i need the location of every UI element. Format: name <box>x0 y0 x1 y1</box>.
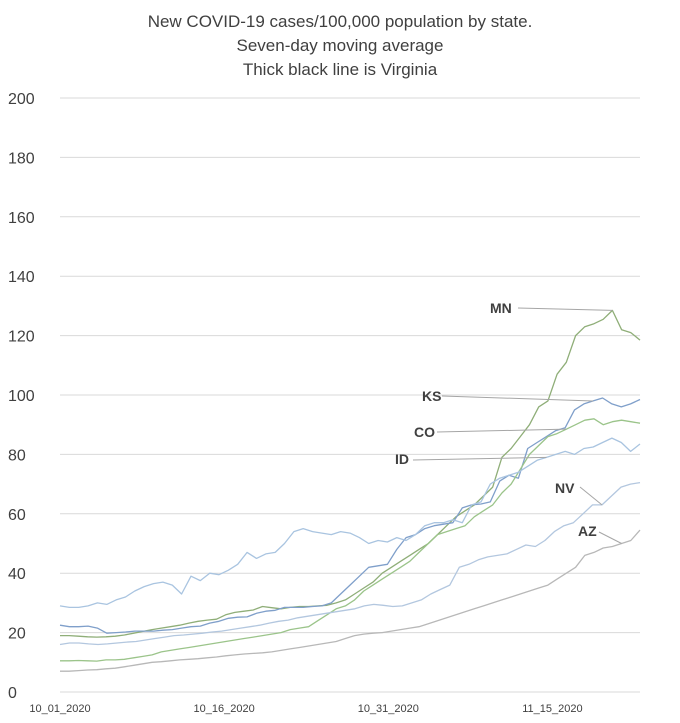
y-tick-label: 140 <box>8 269 35 286</box>
series-line-nv <box>59 481 641 646</box>
y-tick-label: 0 <box>8 685 17 702</box>
x-tick-label: 11_15_2020 <box>522 703 582 715</box>
series-lines <box>59 309 641 672</box>
series-line-co <box>60 418 641 662</box>
y-tick-label: 100 <box>8 388 35 405</box>
annotation-label-nv: NV <box>555 480 575 496</box>
x-axis-tick-labels: 10_01_2020 10_16_2020 10_31_2020 11_15_2020 <box>29 703 582 715</box>
annotation-leader-co <box>436 428 567 433</box>
annotation-leader-nv <box>579 486 603 506</box>
y-tick-label: 80 <box>8 447 26 464</box>
series-line-ks <box>59 397 641 634</box>
chart-title: New COVID-19 cases/100,000 population by… <box>148 12 533 79</box>
annotation-label-az: AZ <box>578 523 597 539</box>
gridlines <box>60 97 640 693</box>
annotation-leader-mn <box>517 307 613 311</box>
y-tick-label: 20 <box>8 626 26 643</box>
annotation-label-co: CO <box>414 424 435 440</box>
y-tick-label: 120 <box>8 329 35 346</box>
y-tick-label: 200 <box>8 91 35 108</box>
annotation-leader-az <box>598 531 622 544</box>
y-axis-tick-labels: 0 20 40 60 80 100 120 140 160 180 200 <box>8 91 35 702</box>
y-tick-label: 40 <box>8 566 26 583</box>
annotation-leader-id <box>412 456 547 461</box>
y-tick-label: 180 <box>8 150 35 167</box>
series-line-az <box>60 529 641 672</box>
annotation-label-id: ID <box>395 451 409 467</box>
annotation-leader-ks <box>441 395 594 402</box>
annotation-label-mn: MN <box>490 300 512 316</box>
annotation-label-ks: KS <box>422 388 441 404</box>
x-tick-label: 10_01_2020 <box>29 703 90 715</box>
chart-title-line-2: Seven-day moving average <box>237 36 444 55</box>
series-annotations: MN KS CO ID NV AZ <box>395 300 622 544</box>
y-tick-label: 160 <box>8 210 35 227</box>
y-tick-label: 60 <box>8 507 26 524</box>
x-tick-label: 10_31_2020 <box>358 703 419 715</box>
series-line-id <box>59 437 641 609</box>
chart-title-line-3: Thick black line is Virginia <box>243 60 438 79</box>
chart-title-line-1: New COVID-19 cases/100,000 population by… <box>148 12 533 31</box>
x-tick-label: 10_16_2020 <box>194 703 255 715</box>
series-line-mn <box>60 309 641 638</box>
